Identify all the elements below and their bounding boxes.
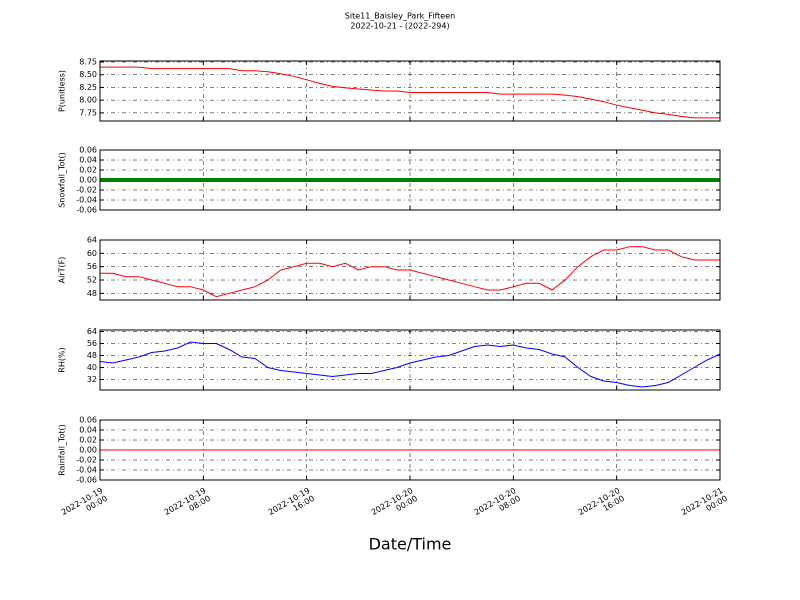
y-tick-label: 52 [87,276,97,285]
plot-frame [99,329,721,391]
x-axis-label: Date/Time [369,535,452,554]
y-tick-label: 0.06 [79,416,97,425]
y-tick-label: 8.75 [79,58,97,67]
plot-frame [99,60,721,122]
plot-frame [99,149,721,211]
y-tick-label: 56 [87,339,97,348]
data-line [100,66,720,119]
chart-title: Site11_Baisley_Park_Fifteen [345,12,455,21]
y-tick-label: -0.04 [76,466,97,475]
y-axis-label: P(unitless) [58,70,67,112]
y-tick-label: 0.02 [79,166,97,175]
y-tick-label: 0.00 [79,176,97,185]
data-line [100,246,720,298]
y-tick-label: 0.06 [79,146,97,155]
y-tick-label: 8.25 [79,83,97,92]
y-tick-label: 48 [87,289,97,298]
y-tick-label: 0.04 [79,156,97,165]
y-tick-label: 32 [87,375,97,384]
chart-subtitle: 2022-10-21 - (2022-294) [350,22,449,31]
y-tick-label: 48 [87,351,97,360]
y-tick-label: 0.04 [79,426,97,435]
y-tick-label: -0.02 [76,186,97,195]
y-tick-label: -0.06 [76,476,97,485]
y-tick-label: 8.00 [79,96,97,105]
y-tick-label: 0.00 [79,446,97,455]
y-axis-label: RH(%) [58,347,67,372]
y-tick-label: 60 [87,249,97,258]
y-tick-label: 8.50 [79,70,97,79]
y-tick-label: -0.04 [76,196,97,205]
y-axis-label: AirT(F) [58,257,67,284]
y-tick-label: 64 [87,327,97,336]
y-axis-label: Snowfall_Tot() [58,152,67,208]
y-tick-label: 0.02 [79,436,97,445]
y-tick-label: 64 [87,236,97,245]
y-tick-label: 40 [87,363,97,372]
y-tick-label: -0.06 [76,206,97,215]
y-axis-label: Rainfall_Tot() [58,424,67,476]
plot-frame [99,419,721,481]
y-tick-label: 56 [87,262,97,271]
y-tick-label: 7.75 [79,108,97,117]
data-line [99,341,721,388]
plot-frame [99,239,721,301]
y-tick-label: -0.02 [76,456,97,465]
